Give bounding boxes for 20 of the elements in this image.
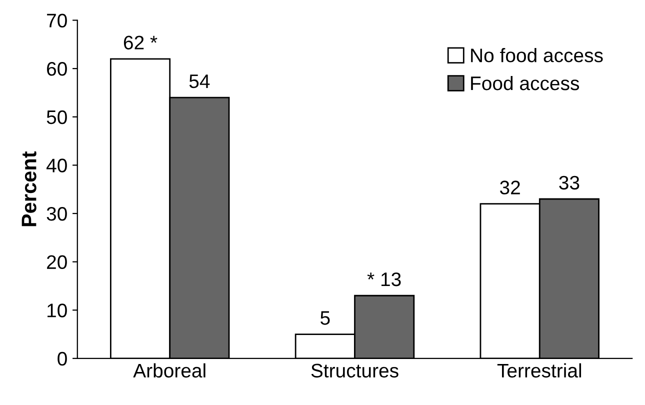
data-label: 54	[189, 74, 210, 88]
y-tick-label: 50	[46, 110, 67, 124]
y-tick-label: 70	[47, 14, 67, 28]
y-tick-label: 30	[46, 206, 67, 221]
data-label: 33	[559, 176, 580, 190]
y-tick-label: 0	[58, 352, 67, 366]
data-label: 62 *	[124, 36, 158, 50]
y-axis-title: Percent	[22, 151, 36, 226]
legend-label: No food access	[471, 48, 603, 62]
x-tick-label: Terrestrial	[497, 363, 582, 378]
y-tick-label: 60	[47, 62, 67, 76]
legend-label: Food access	[471, 76, 580, 90]
y-tick-label: 40	[46, 158, 67, 172]
data-label: * 13	[367, 272, 401, 286]
data-label: 5	[320, 311, 330, 325]
x-tick-label: Structures	[311, 364, 398, 378]
y-tick-label: 10	[48, 304, 67, 318]
data-label: 32	[500, 180, 520, 194]
x-tick-label: Arboreal	[133, 363, 206, 378]
y-tick-label: 20	[47, 255, 67, 270]
